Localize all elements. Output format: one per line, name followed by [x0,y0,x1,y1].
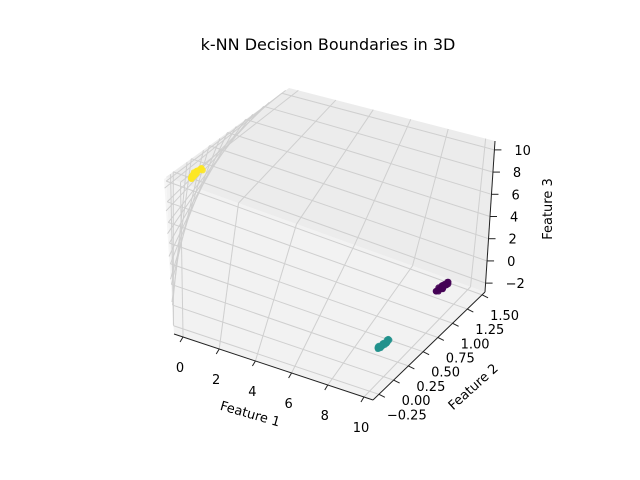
grid-line [363,286,471,398]
x-tick-mark [215,348,220,355]
x-tick-mark [288,372,293,379]
x-tick-label: 4 [248,385,256,400]
x-axis-line [173,333,374,401]
grid-line [166,180,483,296]
chart-title: k-NN Decision Boundaries in 3D [201,35,456,54]
grid-line [165,105,265,212]
data-point [435,284,442,291]
grid-line [263,105,494,173]
y-tick-label: 1.50 [490,309,519,324]
data-point [377,342,384,350]
x-tick-mark [179,336,184,343]
grid-line [227,132,491,217]
data-point [199,167,206,174]
data-point [441,282,448,289]
x-tick-label: 8 [321,409,329,424]
y-tick-mark [481,294,489,299]
z-tick-label: 2 [509,233,517,248]
z-tick-label: 10 [514,144,531,159]
y-tick-mark [408,365,415,370]
x-tick-mark [324,384,329,391]
z-axis-label: Feature 3 [541,178,556,240]
x-tick-mark [251,360,256,367]
grid-line [172,304,394,381]
data-point [190,173,197,180]
y-tick-label: 1.25 [475,323,504,338]
grid-line [167,119,247,234]
grid-line [168,132,228,257]
y-tick-mark [378,393,386,398]
grid-line [218,203,239,350]
grid-line [245,118,492,195]
y-tick-label: 1.00 [461,337,490,352]
y-axis-line [372,291,486,401]
grid-line [168,221,453,324]
grid-line [171,283,409,367]
z-tick-label: −2 [506,277,525,292]
grid-line [170,263,424,353]
y-tick-mark [467,308,474,313]
grid-line [281,92,495,151]
z-tick-label: 0 [507,255,515,270]
grid-line [191,158,488,262]
grid-line [291,244,355,374]
z-tick-label: 4 [510,211,518,226]
y-tick-label: −0.25 [387,408,427,423]
y-tick-mark [452,322,459,327]
x-tick-label: 10 [353,421,370,436]
tick-labels: 0 2 4 6 8 10 −0.250.000.250.500.751.001.251.50… [176,144,531,436]
grid-line [167,201,468,310]
y-tick-mark [393,379,400,384]
y-tick-label: 0.25 [416,380,445,395]
tick-marks [179,149,502,403]
x-tick-label: 0 [176,361,184,376]
grid-line [209,145,489,240]
y-tick-label: 0.00 [402,394,431,409]
grid-line [169,242,439,338]
x-tick-label: 6 [284,397,292,412]
x-tick-mark [360,396,365,403]
z-tick-label: 6 [512,188,520,203]
data-point [384,338,391,345]
y-tick-label: 0.50 [431,366,460,381]
grid-lines [164,89,495,398]
y-tick-mark [437,337,445,341]
y-tick-mark [422,351,430,356]
grid-line [164,92,283,189]
z-tick-label: 8 [513,166,521,181]
grid-line [180,182,184,338]
grid-line [173,171,486,284]
x-tick-label: 2 [212,373,220,388]
floor-pane [166,177,485,400]
grid-line [327,265,413,386]
y-tick-label: 0.75 [446,352,475,367]
grid-line [254,223,297,362]
grid-line [173,325,380,395]
data-points [187,165,452,352]
